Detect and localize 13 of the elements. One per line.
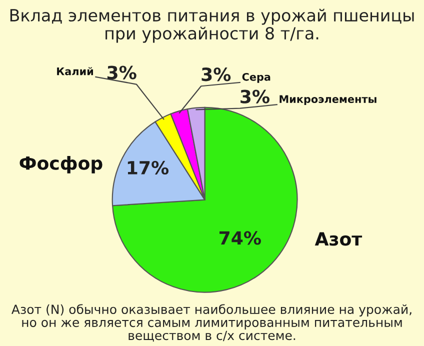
data-label: 74%: [220, 231, 261, 245]
slice-label: Микроэлементы: [280, 95, 376, 106]
data-label: 3%: [202, 68, 231, 82]
slice-label: Сера: [242, 72, 270, 83]
data-label: 17%: [128, 160, 169, 175]
data-label: 3%: [240, 90, 270, 104]
data-label: 3%: [107, 66, 136, 80]
slice-label: Фосфор: [20, 156, 102, 174]
text: Азот (N) обычно оказывает наибольшее влияние на урожай, но он же является самым лимитированным питательным веществом в с/х системе.: [12, 304, 412, 342]
slice-label: Азот: [314, 232, 362, 246]
chart-title: Вклад элементов питания в урожай пшеницы при урожайности 8 т/га.: [10, 8, 414, 43]
pie-slice: [112, 106, 298, 293]
slice-label: Калий: [57, 67, 93, 76]
